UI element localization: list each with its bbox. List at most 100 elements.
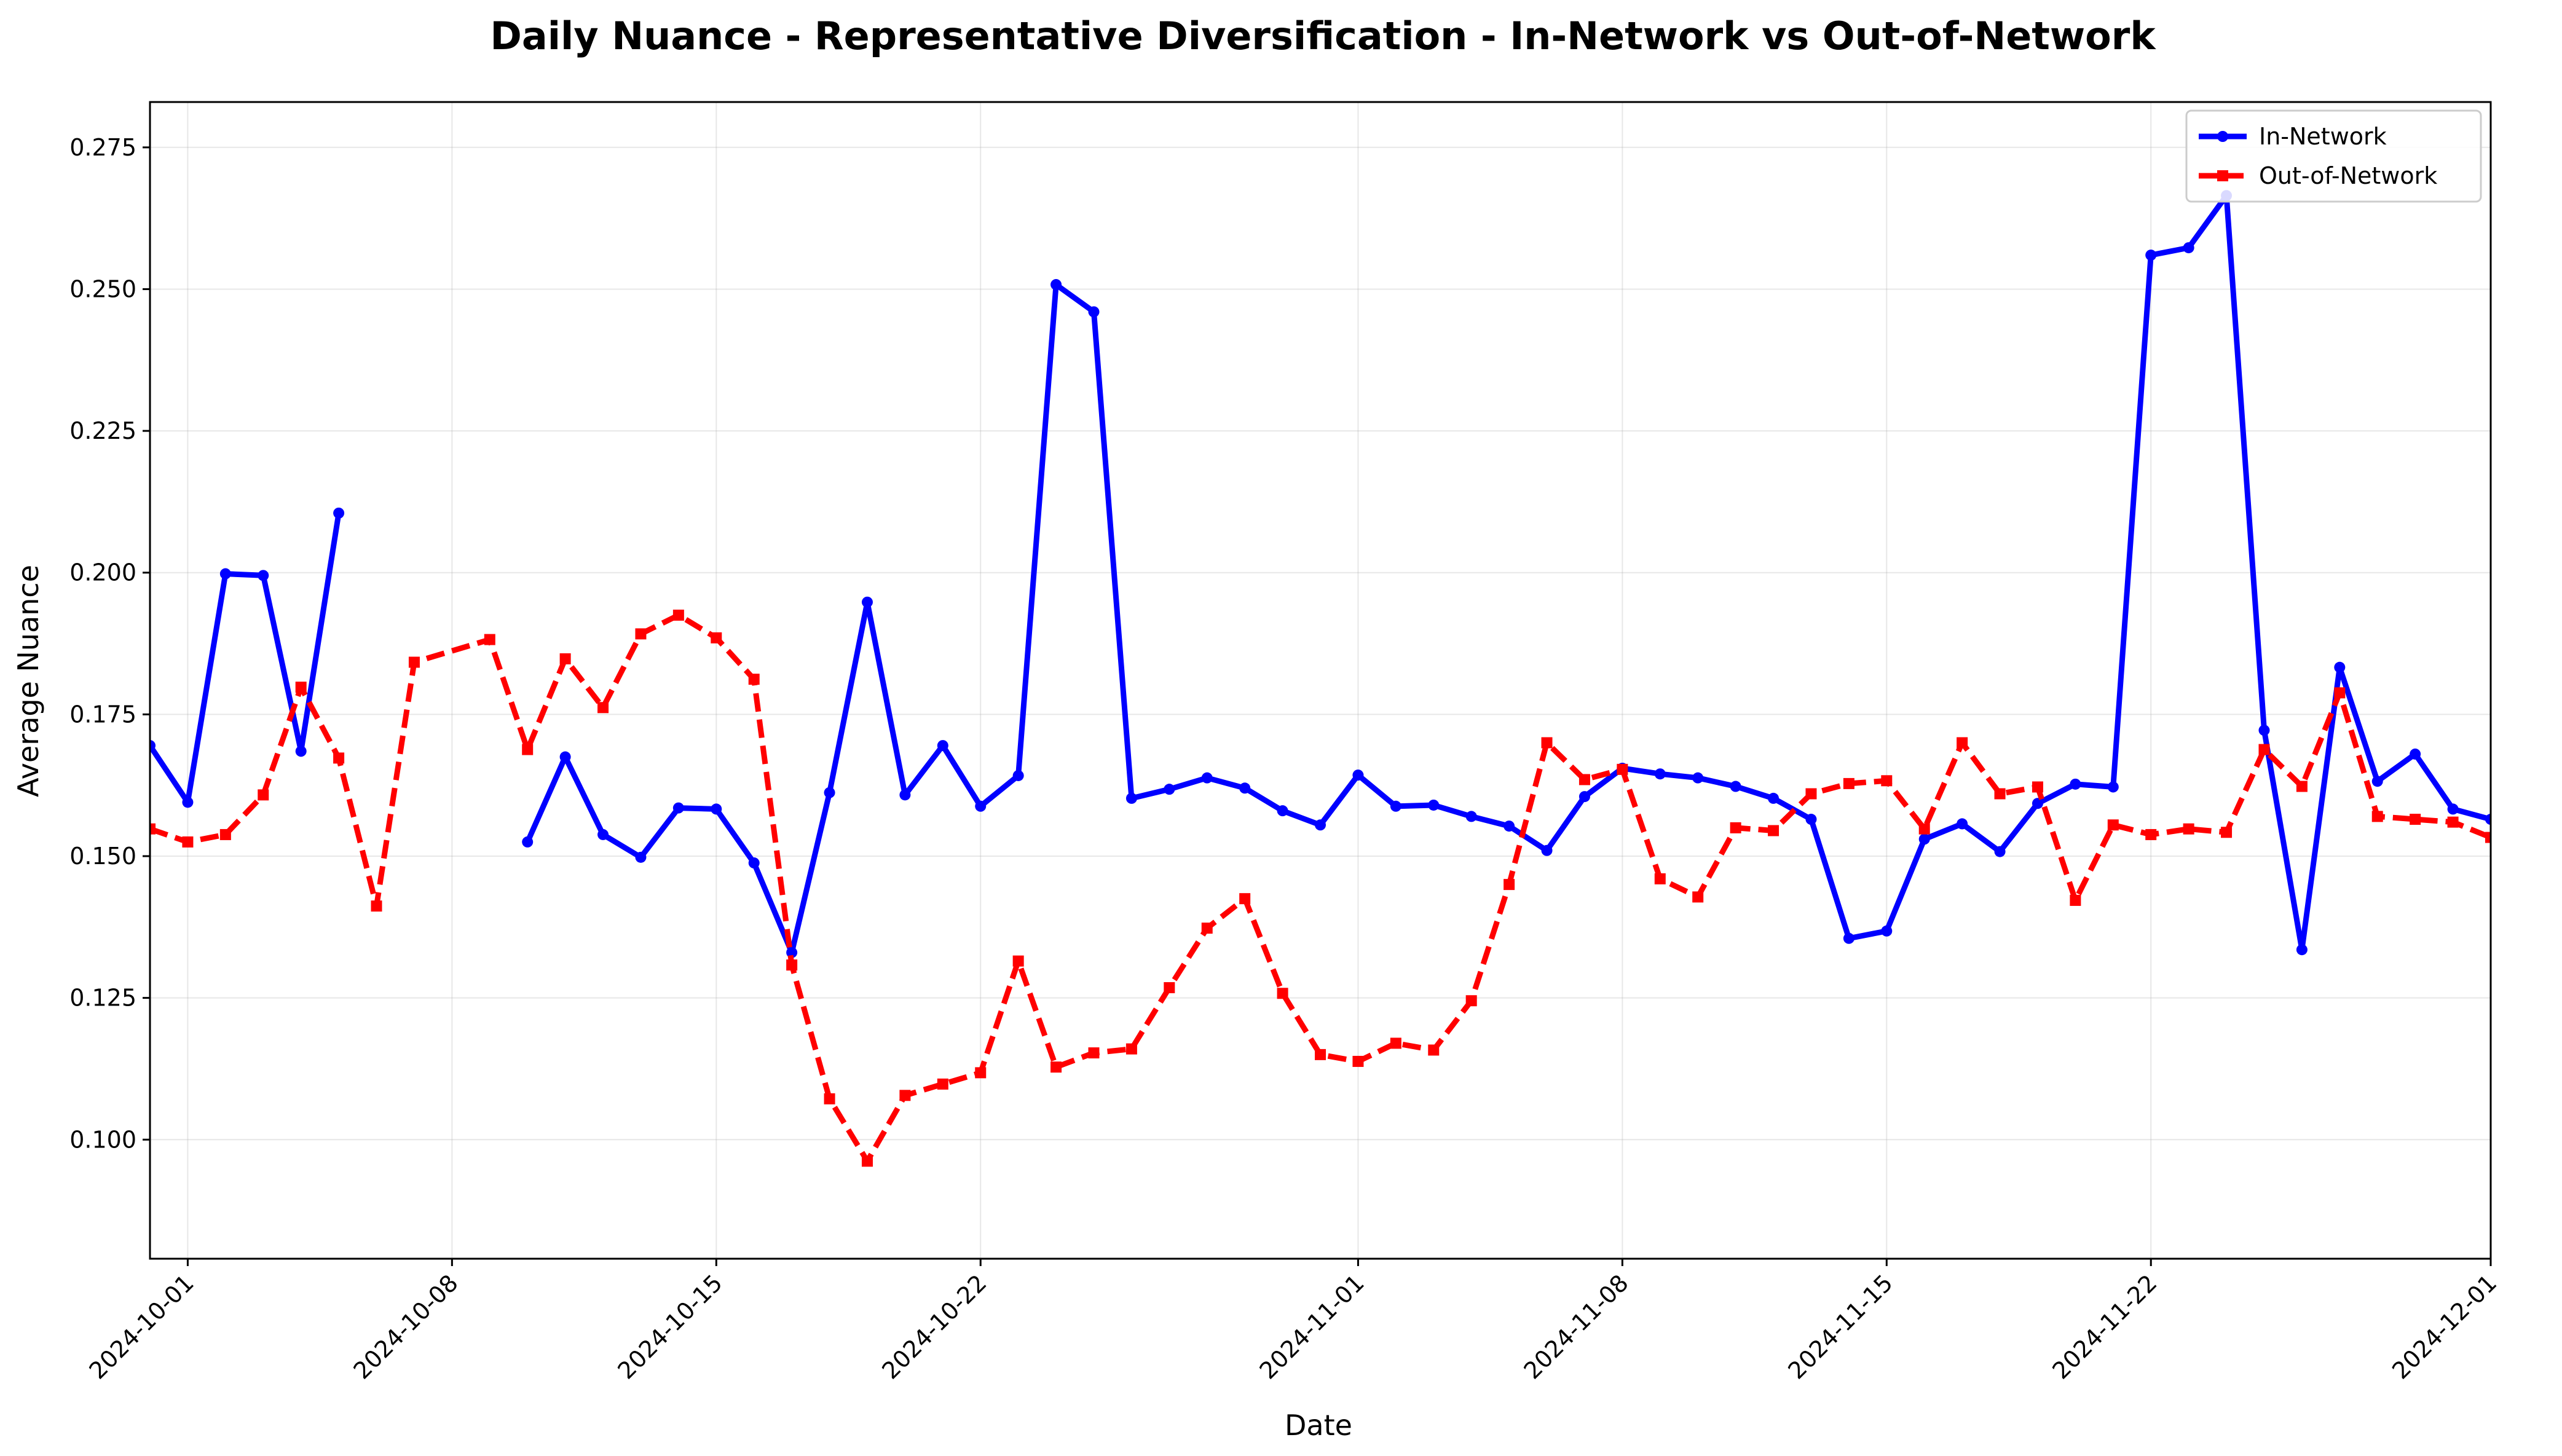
data-point xyxy=(2258,725,2270,736)
data-point xyxy=(2334,661,2346,673)
data-point xyxy=(333,752,345,764)
data-point xyxy=(1994,846,2006,857)
data-point xyxy=(635,851,647,863)
y-axis-label: Average Nuance xyxy=(12,565,45,797)
chart-title: Daily Nuance - Representative Diversific… xyxy=(490,14,2156,58)
data-point xyxy=(2032,798,2043,809)
data-point xyxy=(1465,811,1477,822)
y-tick-label: 0.225 xyxy=(69,417,136,444)
data-point xyxy=(2296,944,2308,956)
plot-area-frame xyxy=(149,101,2492,1260)
data-point xyxy=(1164,784,1175,795)
series-in-network xyxy=(150,190,2491,958)
data-point xyxy=(1465,995,1477,1007)
data-point xyxy=(1352,769,1364,781)
data-point xyxy=(1843,932,1854,944)
data-point xyxy=(1541,737,1553,749)
data-point xyxy=(824,787,835,798)
data-point xyxy=(672,802,684,814)
data-point xyxy=(559,653,571,664)
data-point xyxy=(748,674,760,685)
data-point xyxy=(182,797,194,808)
data-point xyxy=(672,609,684,621)
data-point xyxy=(1428,799,1440,811)
data-point xyxy=(1768,792,1780,804)
y-tick-label: 0.100 xyxy=(69,1126,136,1153)
data-point xyxy=(1277,988,1288,999)
data-point xyxy=(1918,823,1930,835)
data-point xyxy=(408,656,420,668)
data-point xyxy=(2145,250,2157,261)
legend-label: In-Network xyxy=(2259,123,2387,150)
data-point xyxy=(522,744,534,755)
data-point xyxy=(1768,825,1780,836)
data-point xyxy=(1805,814,1817,825)
grid xyxy=(150,102,2491,1259)
data-point xyxy=(1012,955,1024,967)
data-point xyxy=(1579,791,1590,803)
data-point xyxy=(2485,832,2491,843)
data-point xyxy=(219,568,231,580)
data-point xyxy=(2107,819,2119,831)
data-point xyxy=(1504,879,1515,891)
data-point xyxy=(2221,827,2233,838)
data-point xyxy=(2183,823,2194,835)
data-point xyxy=(2334,687,2346,699)
data-point xyxy=(2371,776,2383,787)
data-point xyxy=(1050,279,1062,291)
data-point xyxy=(1504,820,1515,832)
data-point xyxy=(1957,737,1968,749)
legend-label: Out-of-Network xyxy=(2259,162,2437,189)
data-point xyxy=(484,634,495,645)
y-axis: 0.100 0.125 0.150 0.175 0.200 0.225 0.250 0.275 xyxy=(69,134,150,1153)
data-point xyxy=(937,740,948,752)
series-out-of-network xyxy=(150,609,2491,1167)
legend-box xyxy=(2185,109,2482,203)
data-point xyxy=(597,828,609,840)
data-point xyxy=(1957,818,1968,830)
data-point xyxy=(975,1067,987,1079)
data-point xyxy=(1692,772,1704,784)
data-point xyxy=(1541,844,1553,856)
data-point xyxy=(711,632,722,643)
data-point xyxy=(2107,781,2119,793)
data-point xyxy=(150,740,156,752)
data-point xyxy=(522,836,534,848)
data-point xyxy=(1164,982,1175,994)
data-point xyxy=(2258,744,2270,755)
data-point xyxy=(1994,788,2006,800)
data-point xyxy=(1088,306,1100,318)
data-point xyxy=(2410,814,2421,825)
data-point xyxy=(2410,748,2421,760)
data-point xyxy=(2485,814,2491,825)
data-point xyxy=(2371,811,2383,822)
data-point xyxy=(1579,774,1590,785)
data-point xyxy=(1390,1037,1401,1049)
data-point xyxy=(711,803,722,815)
data-point xyxy=(2145,828,2157,840)
data-point xyxy=(2070,778,2081,790)
series-line xyxy=(150,612,2491,1164)
y-tick-label: 0.150 xyxy=(69,843,136,870)
data-point xyxy=(861,1155,873,1167)
data-point xyxy=(1315,1049,1326,1060)
legend-marker xyxy=(2217,131,2228,142)
data-point xyxy=(2447,803,2459,815)
legend-item-in-network: In-Network xyxy=(2199,123,2387,150)
data-point xyxy=(1125,1043,1137,1055)
data-point xyxy=(1239,782,1251,794)
series-layer xyxy=(150,190,2491,1167)
data-point xyxy=(1277,805,1288,817)
data-point xyxy=(1050,1061,1062,1073)
data-point xyxy=(371,900,382,912)
data-point xyxy=(1881,775,1893,787)
data-point xyxy=(899,789,911,801)
data-point xyxy=(559,751,571,763)
data-point xyxy=(219,828,231,840)
series-line xyxy=(150,513,342,805)
data-point xyxy=(2447,816,2459,828)
legend-item-out-of-network: Out-of-Network xyxy=(2199,162,2437,189)
data-point xyxy=(824,1093,835,1104)
data-point xyxy=(1201,923,1213,934)
y-tick-label: 0.275 xyxy=(69,134,136,161)
